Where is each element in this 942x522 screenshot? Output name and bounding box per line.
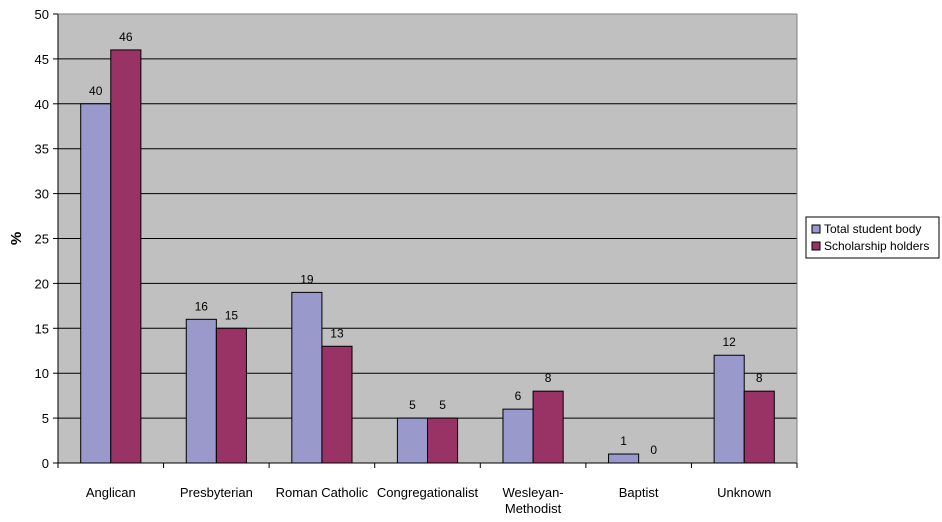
x-category-label: Roman Catholic	[276, 485, 369, 500]
data-label: 0	[650, 443, 657, 457]
x-category-label: Anglican	[86, 485, 136, 500]
data-label: 19	[300, 272, 314, 286]
y-tick-label: 15	[35, 321, 49, 336]
y-tick-label: 10	[35, 366, 49, 381]
y-tick-label: 0	[42, 456, 49, 471]
data-label: 6	[515, 389, 522, 403]
x-category-label: Presbyterian	[180, 485, 253, 500]
legend-entry-label: Total student body	[824, 222, 921, 236]
x-category-label-line: Unknown	[717, 485, 771, 500]
data-label: 40	[89, 84, 103, 98]
legend: Total student body Scholarship holders	[805, 216, 940, 259]
x-category-label-line: Presbyterian	[180, 485, 253, 500]
y-tick-label: 25	[35, 232, 49, 247]
y-tick-label: 50	[35, 7, 49, 22]
x-category-label-line: Roman Catholic	[276, 485, 369, 500]
data-label: 8	[756, 371, 763, 385]
y-tick-label: 30	[35, 187, 49, 202]
bar	[743, 390, 775, 464]
y-tick-label: 35	[35, 142, 49, 157]
bar	[215, 327, 247, 464]
x-category-label: Congregationalist	[377, 485, 479, 500]
data-label: 15	[225, 308, 239, 322]
x-category-label: Wesleyan-Methodist	[502, 485, 563, 516]
x-category-label: Unknown	[717, 485, 771, 500]
x-category-label-line: Congregationalist	[377, 485, 479, 500]
y-axis-title: %	[8, 232, 25, 245]
bar	[110, 49, 142, 464]
data-label: 46	[119, 30, 133, 44]
bars	[80, 49, 775, 464]
data-label: 5	[439, 398, 446, 412]
bar	[608, 453, 640, 464]
x-category-label-line: Baptist	[619, 485, 659, 500]
x-category-label: Baptist	[619, 485, 659, 500]
bar	[502, 408, 534, 464]
bar	[427, 417, 459, 464]
bar	[291, 291, 323, 464]
data-label: 5	[409, 398, 416, 412]
bar	[713, 354, 745, 464]
legend-swatch	[811, 241, 821, 251]
data-label: 16	[195, 299, 209, 313]
x-category-label-line: Methodist	[505, 501, 562, 516]
data-label: 8	[545, 371, 552, 385]
x-category-label-line: Anglican	[86, 485, 136, 500]
bar	[80, 103, 112, 464]
y-tick-label: 20	[35, 276, 49, 291]
bar	[532, 390, 564, 464]
data-label: 1	[620, 434, 627, 448]
y-tick-label: 45	[35, 52, 49, 67]
bar	[321, 345, 353, 464]
legend-box	[805, 216, 940, 259]
bar	[185, 318, 217, 464]
y-tick-label: 5	[42, 411, 49, 426]
data-label: 12	[722, 335, 736, 349]
y-tick-label: 40	[35, 97, 49, 112]
bar	[396, 417, 428, 464]
x-category-label-line: Wesleyan-	[502, 485, 563, 500]
legend-entry-label: Scholarship holders	[824, 239, 929, 253]
legend-swatch	[811, 224, 821, 234]
data-label: 13	[330, 326, 344, 340]
